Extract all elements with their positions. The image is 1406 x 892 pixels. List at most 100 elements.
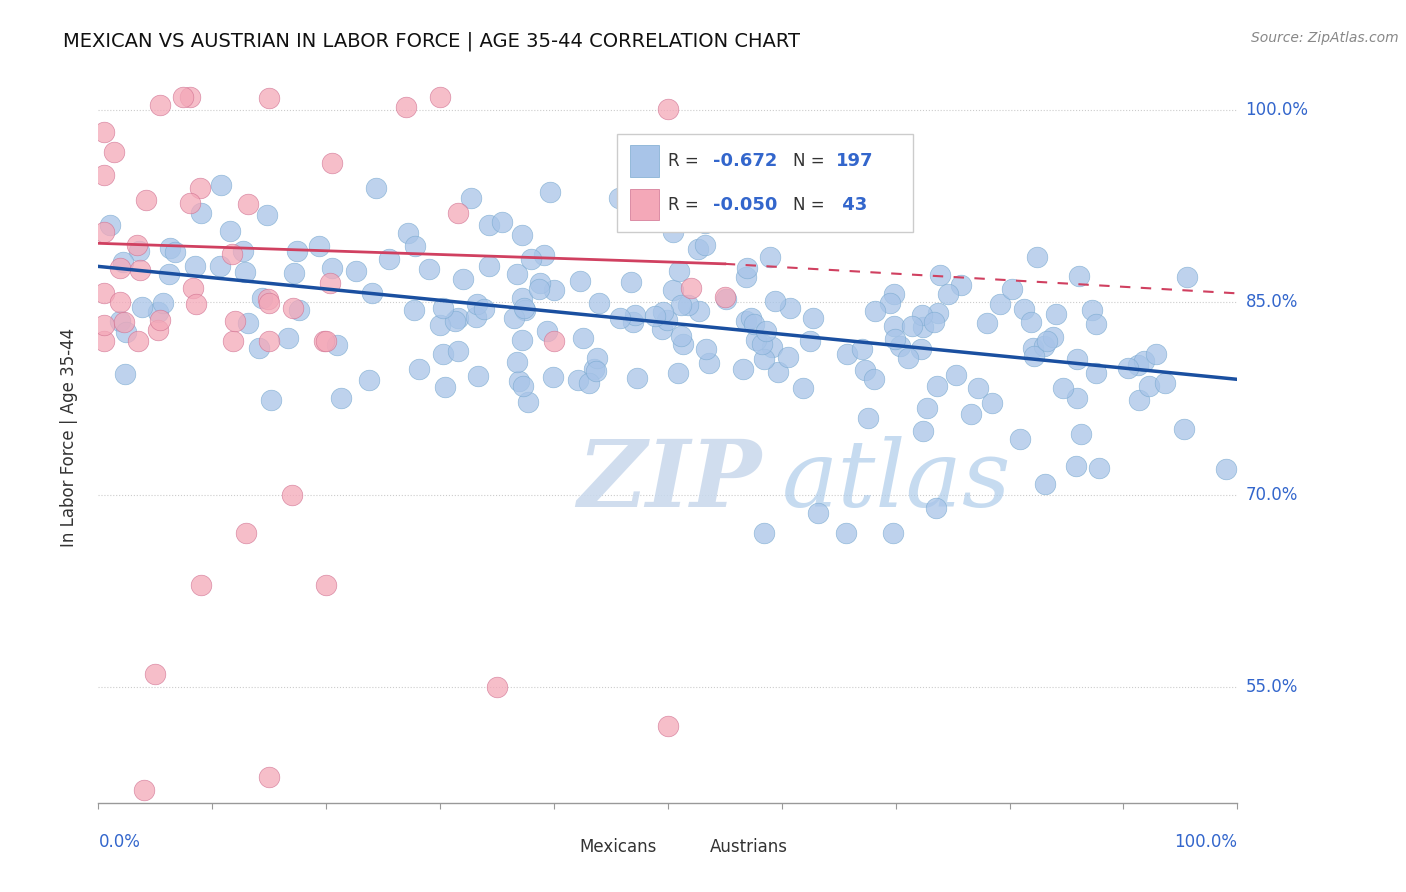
Point bbox=[568, 274, 591, 288]
Point bbox=[929, 268, 952, 282]
Point bbox=[1008, 432, 1031, 446]
Point bbox=[882, 526, 904, 541]
Point bbox=[1126, 358, 1149, 372]
Point bbox=[856, 411, 879, 425]
Text: N =: N = bbox=[793, 195, 830, 213]
Point bbox=[1215, 462, 1237, 476]
Point bbox=[543, 370, 565, 384]
Point bbox=[543, 283, 565, 297]
Point bbox=[108, 314, 131, 328]
Point bbox=[1026, 250, 1049, 264]
Point bbox=[988, 297, 1011, 311]
Point bbox=[93, 318, 115, 333]
Point bbox=[285, 244, 308, 258]
Point bbox=[281, 488, 304, 502]
Y-axis label: In Labor Force | Age 35-44: In Labor Force | Age 35-44 bbox=[59, 327, 77, 547]
Text: Austrians: Austrians bbox=[710, 838, 787, 855]
Point bbox=[259, 91, 281, 105]
Point bbox=[755, 324, 778, 338]
Point bbox=[679, 281, 702, 295]
Point bbox=[236, 197, 259, 211]
Point bbox=[1045, 307, 1067, 321]
Point bbox=[93, 225, 115, 239]
Point bbox=[863, 303, 886, 318]
Point bbox=[183, 259, 205, 273]
Point bbox=[190, 205, 212, 219]
Point bbox=[1175, 270, 1198, 285]
Point bbox=[742, 318, 765, 332]
Point bbox=[863, 372, 886, 386]
Point bbox=[716, 292, 738, 306]
Point bbox=[644, 310, 666, 324]
Point bbox=[799, 334, 821, 349]
Point bbox=[976, 317, 998, 331]
Point bbox=[108, 295, 131, 310]
Point bbox=[578, 376, 600, 390]
Point bbox=[672, 337, 695, 351]
Point bbox=[851, 342, 873, 356]
Point bbox=[884, 333, 907, 347]
Text: 70.0%: 70.0% bbox=[1246, 486, 1298, 504]
Point bbox=[626, 371, 648, 385]
Point bbox=[287, 303, 309, 318]
Point bbox=[752, 351, 775, 366]
Point bbox=[1128, 392, 1150, 407]
Point bbox=[759, 250, 782, 264]
Text: MEXICAN VS AUSTRIAN IN LABOR FORCE | AGE 35-44 CORRELATION CHART: MEXICAN VS AUSTRIAN IN LABOR FORCE | AGE… bbox=[63, 31, 800, 51]
Point bbox=[1066, 391, 1088, 405]
Point bbox=[835, 526, 858, 541]
Text: 85.0%: 85.0% bbox=[1246, 293, 1298, 311]
Text: 100.0%: 100.0% bbox=[1246, 101, 1309, 119]
Point bbox=[695, 343, 717, 357]
Text: R =: R = bbox=[668, 195, 704, 213]
Point bbox=[318, 276, 340, 290]
Point bbox=[186, 297, 208, 311]
Point bbox=[735, 270, 758, 285]
Point bbox=[127, 237, 149, 252]
Point bbox=[208, 259, 231, 273]
Point bbox=[219, 224, 242, 238]
Point bbox=[283, 266, 305, 280]
Point bbox=[745, 333, 768, 347]
Point bbox=[179, 196, 201, 211]
Point bbox=[1036, 334, 1059, 348]
Point bbox=[1042, 330, 1064, 344]
Point bbox=[651, 305, 673, 319]
Point bbox=[911, 320, 934, 334]
Point bbox=[179, 90, 201, 104]
Point bbox=[103, 145, 125, 160]
Point bbox=[1070, 426, 1092, 441]
Point bbox=[950, 277, 973, 292]
Text: N =: N = bbox=[793, 153, 830, 170]
Point bbox=[776, 350, 799, 364]
Point bbox=[506, 355, 529, 369]
Point bbox=[751, 336, 773, 351]
Point bbox=[312, 334, 335, 348]
Point bbox=[512, 291, 534, 305]
Point bbox=[792, 381, 814, 395]
Point bbox=[1088, 460, 1111, 475]
Text: 55.0%: 55.0% bbox=[1246, 678, 1298, 697]
Point bbox=[1052, 381, 1074, 395]
Point bbox=[432, 346, 454, 360]
Text: Mexicans: Mexicans bbox=[579, 838, 657, 855]
Point bbox=[505, 267, 527, 281]
Point bbox=[925, 379, 948, 393]
Point bbox=[465, 310, 488, 325]
Point bbox=[678, 298, 700, 312]
Point bbox=[766, 366, 789, 380]
Text: 43: 43 bbox=[837, 195, 868, 213]
Point bbox=[260, 392, 283, 407]
Point bbox=[586, 351, 609, 365]
Point bbox=[93, 286, 115, 301]
Point bbox=[607, 191, 630, 205]
Point bbox=[734, 314, 756, 328]
Point bbox=[250, 291, 273, 305]
Point bbox=[911, 309, 934, 323]
Point bbox=[1133, 354, 1156, 368]
Point bbox=[478, 218, 501, 232]
Point bbox=[190, 577, 212, 591]
Point bbox=[657, 719, 679, 733]
Point bbox=[807, 506, 830, 520]
Point bbox=[761, 340, 783, 354]
